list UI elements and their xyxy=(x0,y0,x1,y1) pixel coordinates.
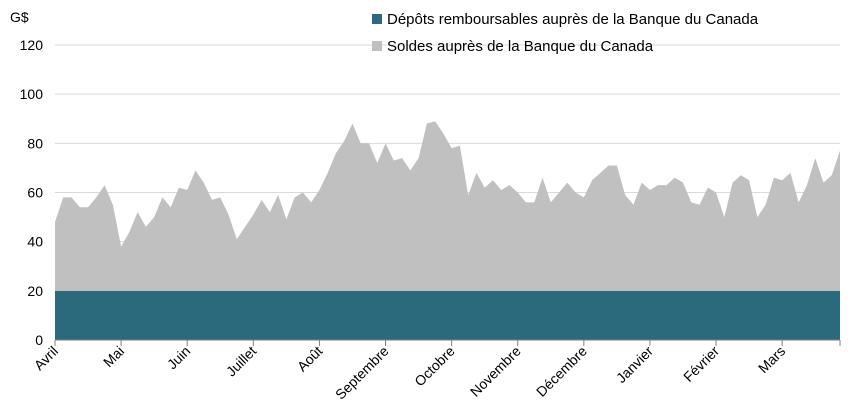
x-tick-labels: Avril Mai Juin Juillet Août Septembre Octobre N… xyxy=(31,343,789,403)
axes xyxy=(54,339,841,346)
y-tick-labels: 0 20 40 60 80 100 120 xyxy=(20,37,44,348)
legend-swatch xyxy=(372,41,382,51)
x-tick-label: Octobre xyxy=(411,343,458,390)
y-tick-label: 40 xyxy=(27,234,43,250)
x-tick-label: Janvier xyxy=(613,343,656,386)
x-tick-label: Février xyxy=(680,343,722,385)
y-tick-label: 80 xyxy=(27,135,43,151)
y-tick-label: 60 xyxy=(27,185,43,201)
x-tick-label: Mai xyxy=(100,343,127,370)
x-tick-label: Septembre xyxy=(332,343,392,403)
legend: Dépôts remboursables auprès de la Banque… xyxy=(372,11,759,55)
x-tick-label: Août xyxy=(294,343,326,375)
y-tick-label: 20 xyxy=(27,283,43,299)
y-axis-unit: G$ xyxy=(10,9,29,25)
area-depots-remboursables xyxy=(55,290,840,340)
x-tick-label: Juin xyxy=(164,343,193,372)
y-tick-label: 0 xyxy=(35,332,43,348)
x-tick-label: Novembre xyxy=(467,343,524,400)
area-series xyxy=(55,121,840,340)
x-tick-label: Mars xyxy=(755,343,788,376)
x-tick-label: Juillet xyxy=(223,343,260,380)
legend-label: Dépôts remboursables auprès de la Banque… xyxy=(387,11,759,28)
y-tick-label: 120 xyxy=(20,37,44,53)
y-tick-label: 100 xyxy=(20,86,44,102)
area-soldes xyxy=(55,121,840,291)
legend-swatch xyxy=(372,14,382,24)
legend-label: Soldes auprès de la Banque du Canada xyxy=(387,38,654,55)
x-tick-label: Décembre xyxy=(533,343,590,400)
